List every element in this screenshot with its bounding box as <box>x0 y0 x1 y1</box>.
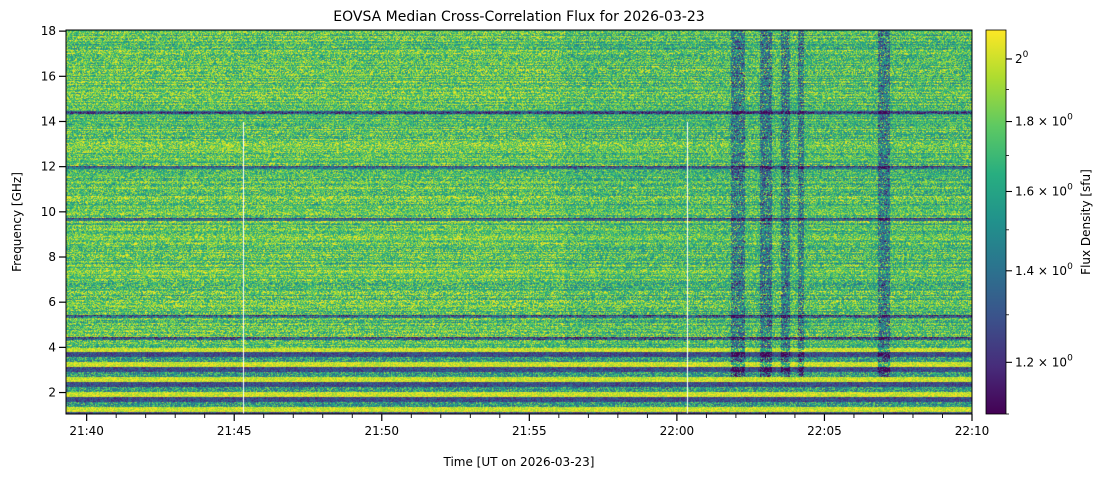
x-tick-label: 21:50 <box>364 424 399 438</box>
colorbar-tick-label: 20 <box>1015 50 1029 66</box>
x-tick-label: 22:00 <box>660 424 695 438</box>
x-tick-label: 21:55 <box>512 424 547 438</box>
y-tick-label: 16 <box>41 69 56 83</box>
colorbar: 20 1.8 × 100 1.6 × 100 1.4 × 100 1.2 × 100 F… <box>985 29 1093 415</box>
x-tick-label: 21:45 <box>217 424 252 438</box>
y-tick-label: 10 <box>41 205 56 219</box>
x-axis: 21:40 21:45 21:50 21:55 22:00 22:05 22:10 <box>69 414 989 438</box>
colorbar-tick-label: 1.2 × 100 <box>1015 353 1073 369</box>
y-tick-label: 14 <box>41 114 56 128</box>
y-tick-label: 8 <box>48 250 56 264</box>
y-tick-label: 12 <box>41 160 56 174</box>
y-axis-label: Frequency [GHz] <box>10 172 24 272</box>
colorbar-axis: 20 1.8 × 100 1.6 × 100 1.4 × 100 1.2 × 100 <box>1006 50 1073 415</box>
colorbar-tick-label: 1.8 × 100 <box>1015 113 1073 129</box>
colorbar-gradient <box>985 29 1007 415</box>
plot-frame <box>65 29 973 415</box>
spectrogram-heatmap <box>66 30 972 414</box>
colorbar-tick-label: 1.6 × 100 <box>1015 182 1073 198</box>
y-tick-label: 2 <box>48 386 56 400</box>
y-tick-label: 6 <box>48 295 56 309</box>
colorbar-label: Flux Density [sfu] <box>1079 169 1093 275</box>
colorbar-tick-label: 1.4 × 100 <box>1015 262 1073 278</box>
x-tick-label: 22:05 <box>807 424 842 438</box>
x-tick-label: 22:10 <box>955 424 990 438</box>
y-tick-label: 18 <box>41 24 56 38</box>
y-tick-label: 4 <box>48 340 56 354</box>
y-axis: 2 4 6 8 10 12 14 16 18 <box>41 24 66 400</box>
x-tick-label: 21:40 <box>69 424 104 438</box>
chart-title: EOVSA Median Cross-Correlation Flux for … <box>333 9 704 25</box>
x-axis-label: Time [UT on 2026-03-23] <box>443 455 595 469</box>
plot-area: 21:40 21:45 21:50 21:55 22:00 22:05 22:10 2 4 6 8… <box>41 24 990 438</box>
